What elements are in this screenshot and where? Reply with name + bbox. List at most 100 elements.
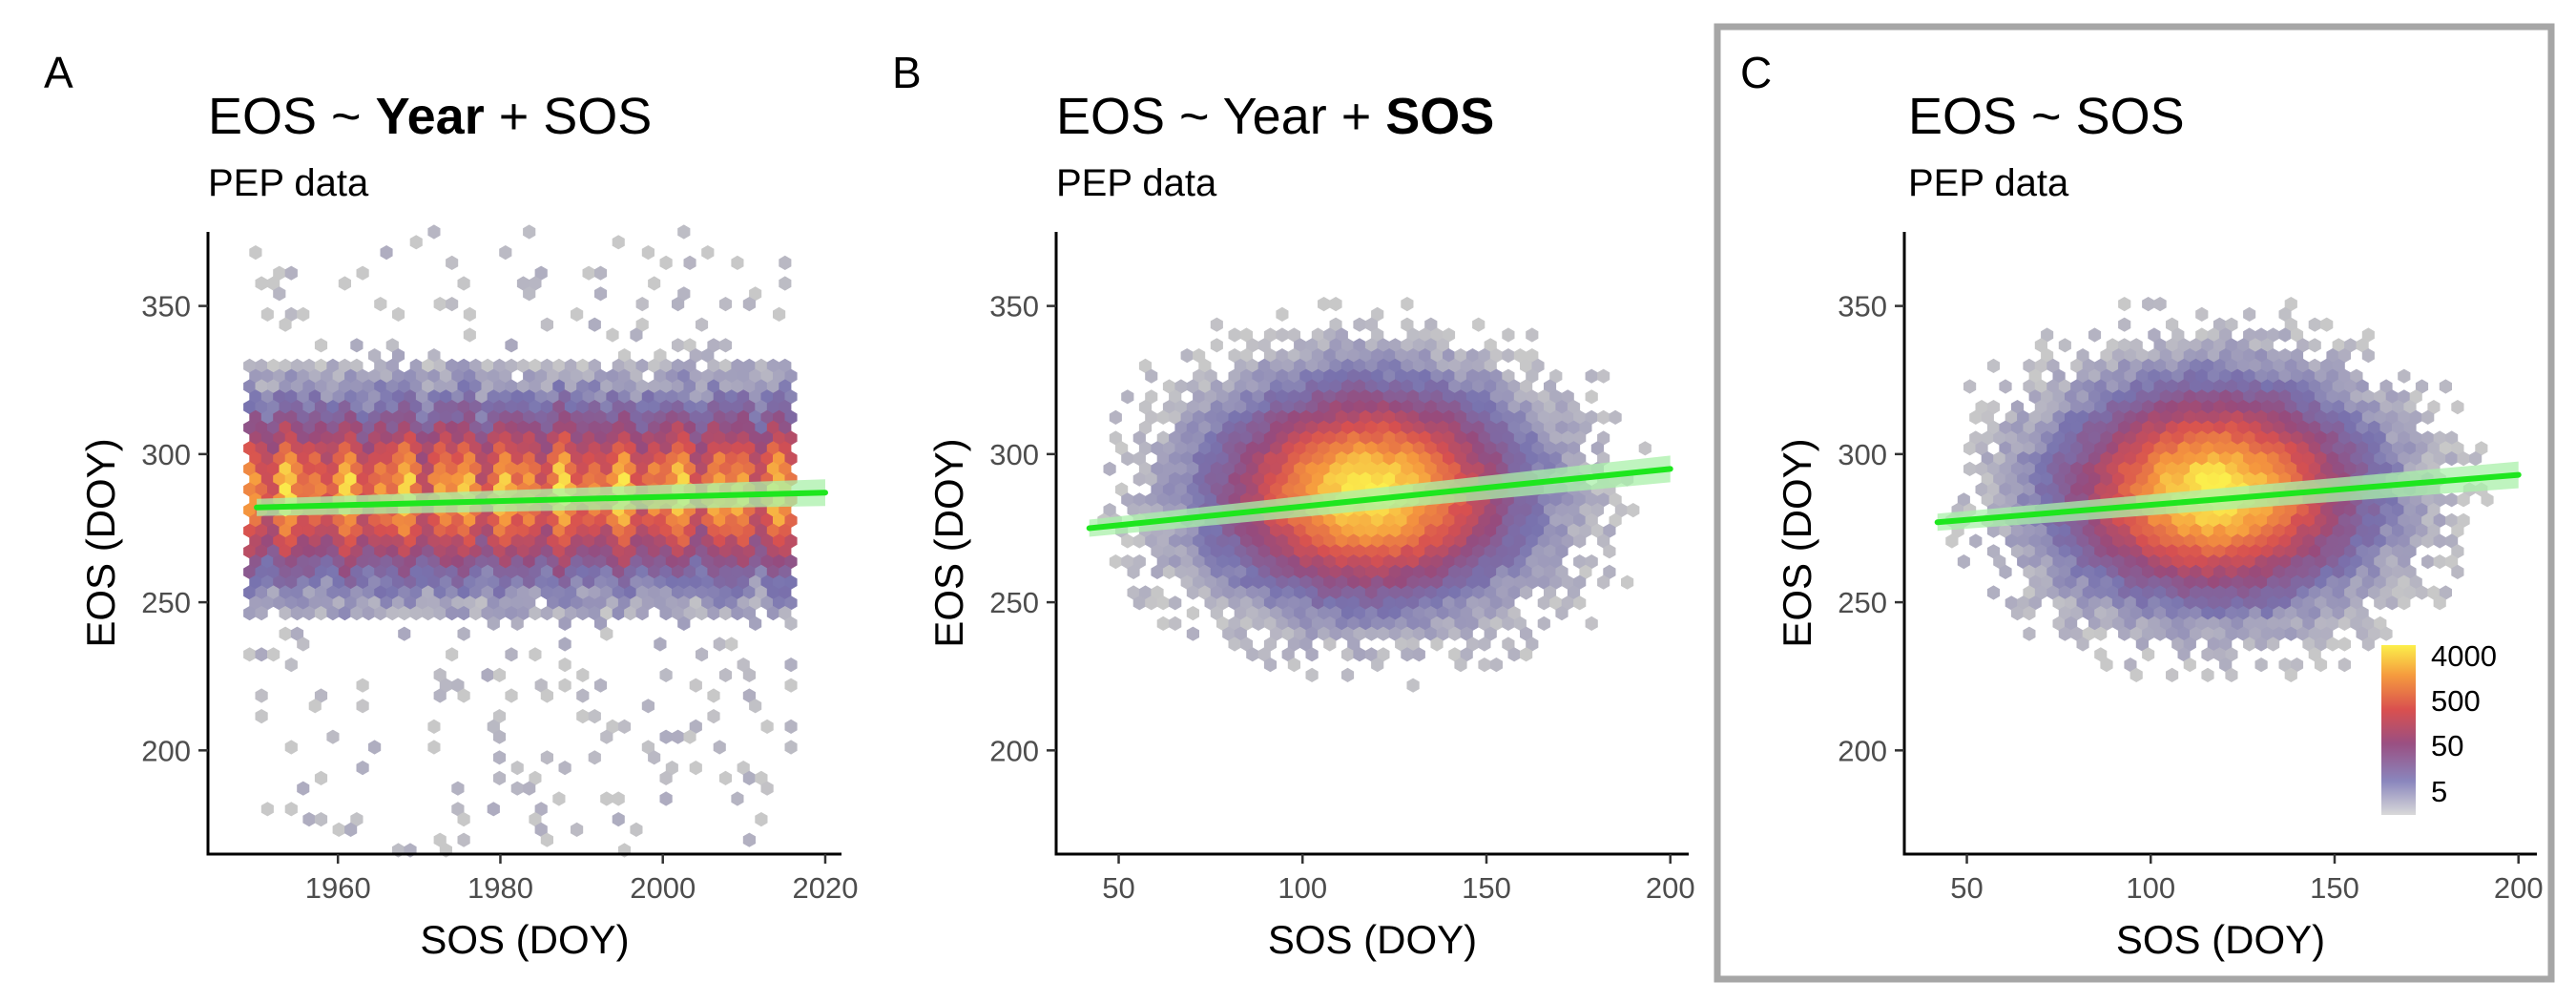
hexbin-cell xyxy=(2267,533,2280,549)
hexbin-cell xyxy=(2296,461,2310,476)
hexbin-cell xyxy=(2118,297,2131,312)
hexbin-cell xyxy=(2076,574,2089,590)
hexbin-cell xyxy=(2034,585,2047,600)
hexbin-cell xyxy=(2005,471,2018,487)
hexbin-cell xyxy=(2302,616,2316,631)
hexbin-cell xyxy=(451,409,465,425)
hexbin-cell xyxy=(2243,389,2256,405)
hexbin-cell xyxy=(2344,338,2358,353)
hexbin-cell xyxy=(1496,461,1509,476)
hexbin-cell xyxy=(2065,533,2078,549)
hexbin-cell xyxy=(1567,441,1581,456)
hexbin-cell xyxy=(290,523,304,538)
hexbin-cell xyxy=(2207,574,2220,590)
hexbin-cell xyxy=(1406,616,1420,631)
hexbin-cell xyxy=(659,523,673,538)
hexbin-cell xyxy=(2082,358,2095,373)
hexbin-cell xyxy=(1305,626,1319,641)
hexbin-cell xyxy=(439,430,452,446)
hexbin-cell xyxy=(773,574,786,590)
hexbin-cell xyxy=(2142,606,2155,621)
hexbin-cell xyxy=(2124,471,2137,487)
hexbin-cell xyxy=(672,338,685,353)
hexbin-cell xyxy=(1270,482,1283,497)
hexbin-cell xyxy=(672,606,685,621)
hexbin-cell xyxy=(469,461,483,476)
hexbin-cell xyxy=(2058,441,2071,456)
hexbin-cell xyxy=(1465,616,1480,631)
hexbin-cell xyxy=(2302,574,2316,590)
hexbin-cell xyxy=(2034,358,2047,373)
hexbin-cell xyxy=(779,358,792,373)
hexbin-cell xyxy=(2278,430,2292,446)
hexbin-cell xyxy=(523,574,536,590)
hexbin-cell xyxy=(2207,595,2220,611)
hexbin-cell xyxy=(1359,368,1372,384)
hexbin-cell xyxy=(2212,544,2227,559)
hexbin-cell xyxy=(2023,523,2036,538)
hexbin-cell xyxy=(1347,574,1361,590)
hexbin-cell xyxy=(1472,379,1485,394)
hexbin-cell xyxy=(1341,400,1355,415)
hexbin-cell xyxy=(446,379,459,394)
hexbin-cell xyxy=(2374,616,2387,631)
hexbin-cell xyxy=(2326,637,2339,652)
hexbin-cell xyxy=(380,471,393,487)
hexbin-cell xyxy=(760,512,774,528)
hexbin-cell xyxy=(2017,471,2030,487)
hexbin-cell xyxy=(2326,512,2339,528)
hexbin-cell xyxy=(297,451,310,467)
hexbin-cell xyxy=(2260,358,2274,373)
hexbin-cell xyxy=(1382,512,1396,528)
hexbin-cell xyxy=(564,523,577,538)
hexbin-cell xyxy=(308,512,322,528)
hexbin-cell xyxy=(2088,616,2102,631)
hexbin-cell xyxy=(707,523,720,538)
hexbin-cell xyxy=(696,317,709,332)
hexbin-cell xyxy=(2284,667,2297,682)
hexbin-cell xyxy=(427,348,441,364)
hexbin-cell xyxy=(1406,595,1420,611)
hexbin-cell xyxy=(374,297,387,312)
hexbin-cell xyxy=(2207,348,2220,364)
hexbin-cell xyxy=(529,420,542,435)
hexbin-cell xyxy=(2023,482,2036,497)
hexbin-cell xyxy=(2302,595,2316,611)
hexbin-cell xyxy=(2415,503,2429,518)
hexbin-cell xyxy=(1318,400,1331,415)
hexbin-cell xyxy=(475,574,488,590)
hexbin-cell xyxy=(2041,471,2054,487)
hexbin-cell xyxy=(648,420,661,435)
hexbin-cell xyxy=(1419,554,1432,570)
hexbin-cell xyxy=(1294,585,1307,600)
fit-line xyxy=(254,490,828,511)
hexbin-cell xyxy=(2212,606,2227,621)
hexbin-cell xyxy=(683,564,696,579)
hexbin-cell xyxy=(2361,512,2375,528)
hexbin-cell xyxy=(2142,585,2155,600)
hexbin-cell xyxy=(290,564,304,579)
hexbin-cell xyxy=(1975,482,1988,497)
hexbin-cell xyxy=(332,409,345,425)
hexbin-cell xyxy=(1198,420,1212,435)
hexbin-cell xyxy=(1276,451,1289,467)
hexbin-cell xyxy=(392,430,405,446)
hexbin-cell xyxy=(2243,430,2256,446)
hexbin-cell xyxy=(385,358,399,373)
hexbin-cell xyxy=(718,420,733,435)
hexbin-cell xyxy=(2219,327,2233,343)
hexbin-cell xyxy=(1382,451,1396,467)
hexbin-cell xyxy=(2142,544,2155,559)
hexbin-cell xyxy=(2082,523,2095,538)
legend-label: 50 xyxy=(2431,729,2463,762)
hexbin-cell xyxy=(2212,338,2227,353)
hexbin-cell xyxy=(493,564,507,579)
hexbin-cell xyxy=(1430,554,1444,570)
hexbin-cell xyxy=(576,606,590,621)
hexbin-cell xyxy=(446,400,459,415)
hexbin-cell xyxy=(2409,533,2422,549)
hexbin-cell xyxy=(1270,420,1283,435)
hexbin-cell xyxy=(683,400,696,415)
hexbin-cell xyxy=(594,574,608,590)
hexbin-cell xyxy=(2296,379,2310,394)
